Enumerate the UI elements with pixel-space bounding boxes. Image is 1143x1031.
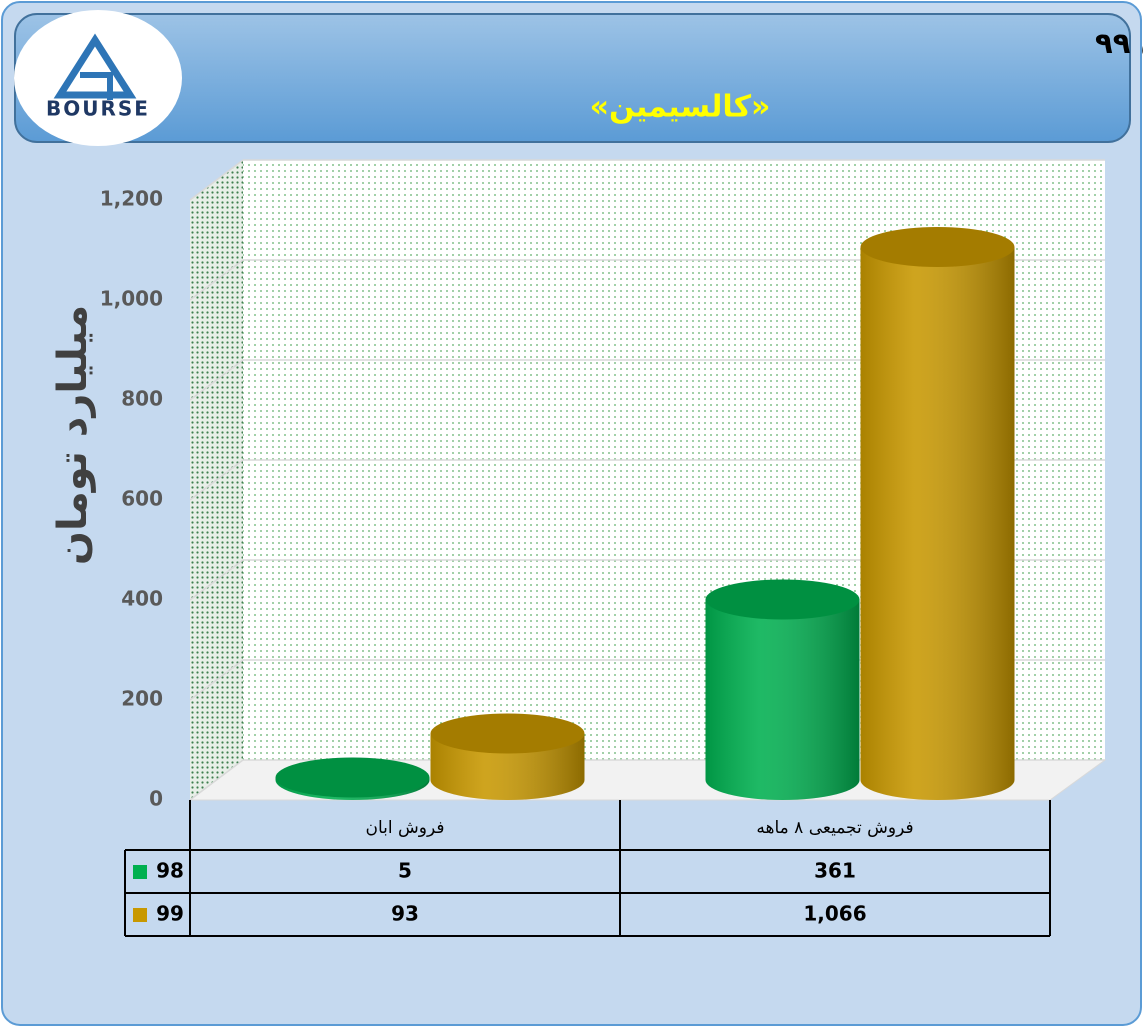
header — [14, 13, 1131, 143]
table-value: 93 — [391, 902, 419, 926]
y-tick-label: 200 — [121, 687, 163, 711]
cylinder-top-shade — [860, 227, 1015, 267]
grid-line — [189, 759, 244, 801]
y-tick-label: 400 — [121, 587, 163, 611]
legend-swatch — [133, 865, 147, 879]
grid-line — [189, 659, 244, 701]
legend-label: 99 — [156, 902, 184, 926]
x-tick-label: فروش ابان — [366, 818, 445, 838]
x-tick-label: فروش تجمیعی ۸ ماهه — [756, 818, 913, 838]
cylinder-top — [860, 227, 1015, 267]
cylinder-shade — [860, 247, 1015, 800]
table-value: 361 — [814, 859, 856, 883]
legend-label: 98 — [156, 859, 184, 883]
table-value: 5 — [398, 859, 412, 883]
y-axis-title: میلیارد تومان — [50, 305, 96, 565]
cylinder-top-shade — [705, 579, 860, 620]
logo-mark — [53, 33, 137, 99]
grid-line — [189, 259, 244, 301]
chart-subtitle: «کالسیمین» — [590, 90, 771, 125]
y-tick-label: 1,000 — [100, 287, 163, 311]
y-tick-label: 800 — [121, 387, 163, 411]
cylinder-top — [275, 757, 430, 798]
table-value: 1,066 — [803, 902, 866, 926]
cylinder-top-shade — [275, 757, 430, 798]
logo-mark — [80, 72, 113, 100]
grid-line — [189, 459, 244, 501]
cylinder-top-shade — [430, 713, 585, 754]
chart-title: گزارش فروش ریالی ماهانه و ۸ ماهه منتهی ب… — [1095, 25, 1143, 60]
grid-line — [189, 359, 244, 401]
y-tick-label: 1,200 — [100, 187, 163, 211]
grid-line — [189, 559, 244, 601]
y-tick-label: 600 — [121, 487, 163, 511]
cylinder-top — [705, 579, 860, 620]
logo-text: BOURSE — [46, 97, 150, 121]
y-tick-label: 0 — [149, 787, 163, 811]
legend-swatch — [133, 908, 147, 922]
cylinder-top — [430, 713, 585, 754]
cylinder-shade — [705, 599, 860, 800]
grid-line — [189, 159, 244, 201]
